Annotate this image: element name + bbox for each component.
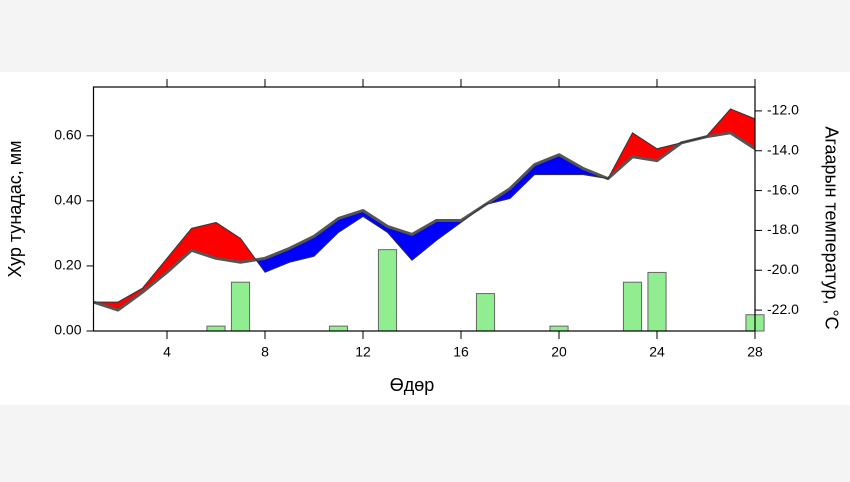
y2-tick-label: -22.0 bbox=[767, 301, 799, 317]
y-tick-label: 0.40 bbox=[54, 192, 81, 208]
bar bbox=[206, 325, 226, 332]
bar bbox=[328, 325, 349, 332]
y-tick-label: 0.00 bbox=[54, 322, 81, 338]
bar bbox=[230, 281, 251, 332]
y-axis-label: Хур тунадас, мм bbox=[5, 140, 25, 277]
y2-tick-label: -14.0 bbox=[767, 141, 799, 157]
x-tick-label: 16 bbox=[453, 344, 469, 360]
bar bbox=[549, 325, 569, 332]
x-tick-label: 4 bbox=[163, 344, 171, 360]
bar bbox=[475, 293, 496, 332]
bar bbox=[622, 281, 643, 332]
x-tick-label: 24 bbox=[649, 344, 665, 360]
x-tick-label: 20 bbox=[551, 344, 567, 360]
y2-tick-label: -12.0 bbox=[767, 102, 799, 118]
x-tick-label: 28 bbox=[747, 344, 763, 360]
x-tick-label: 8 bbox=[261, 344, 269, 360]
y-tick-label: 0.60 bbox=[54, 127, 81, 143]
y2-tick-label: -20.0 bbox=[767, 261, 799, 277]
x-axis-label: Өдөр bbox=[390, 375, 435, 395]
x-tick-label: 12 bbox=[355, 344, 371, 360]
plot-frame bbox=[92, 86, 756, 332]
bar bbox=[377, 249, 398, 332]
y2-axis-label: Агаарын температур, °C bbox=[821, 126, 841, 329]
y2-tick-label: -16.0 bbox=[767, 181, 799, 197]
y-tick-label: 0.20 bbox=[54, 257, 81, 273]
bar bbox=[647, 271, 667, 332]
temperature-line bbox=[93, 131, 756, 312]
y2-tick-label: -18.0 bbox=[767, 221, 799, 237]
temperature-line bbox=[93, 108, 756, 303]
